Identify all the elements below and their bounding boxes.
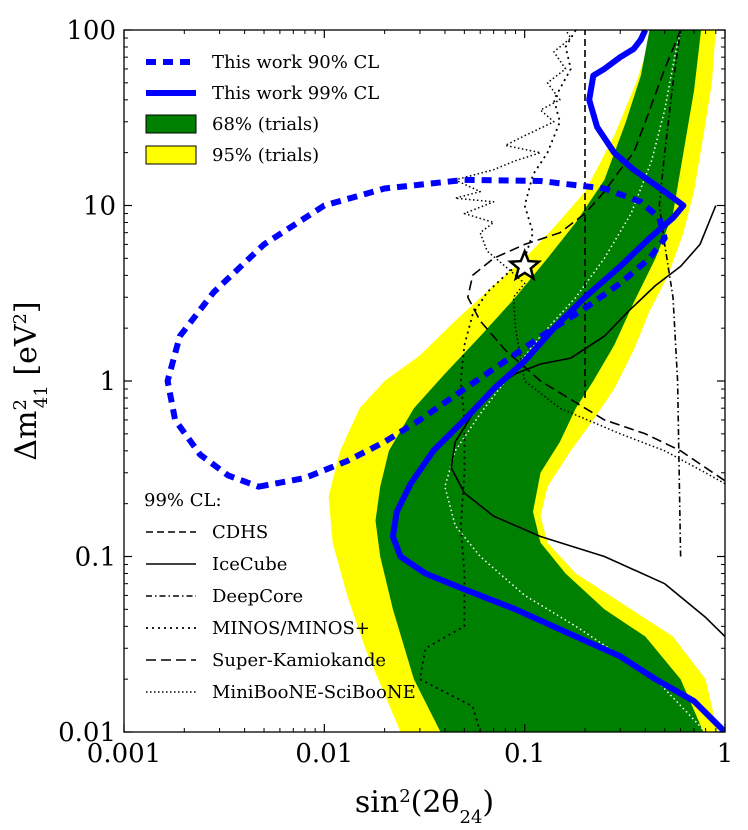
x-tick-label: 1 <box>717 739 734 769</box>
legend-label: CDHS <box>212 522 268 543</box>
legend-swatch-68-trials <box>145 114 197 134</box>
line-miniboone-sciboone <box>454 30 725 485</box>
x-tick-label: 0.01 <box>295 739 353 769</box>
y-tick-label: 1 <box>99 367 116 397</box>
legend-label: MiniBooNE-SciBooNE <box>212 682 416 703</box>
legend-label: 68% (trials) <box>212 114 319 135</box>
legend-label: IceCube <box>212 554 287 575</box>
best-fit-layer <box>507 248 543 282</box>
line-median-trials <box>444 30 707 732</box>
legend-title: 99% CL: <box>144 490 222 511</box>
y-tick-label: 0.1 <box>75 543 116 573</box>
legend-label: This work 90% CL <box>212 52 379 73</box>
y-tick-label: 100 <box>66 16 116 46</box>
legend-label: Super-Kamiokande <box>212 650 386 671</box>
legend-label: 95% (trials) <box>212 145 319 166</box>
other-experiments-legend: 99% CL: CDHS IceCube DeepCore MINOS/MINOS+ S… <box>144 490 416 703</box>
x-tick-label: 0.1 <box>504 739 545 769</box>
y-tick-label: 10 <box>83 192 116 222</box>
confidence-bands <box>328 30 718 732</box>
line-deepcore <box>658 30 682 557</box>
y-tick-label: 0.01 <box>58 718 116 748</box>
legend: This work 90% CL This work 99% CL 68% (tri… <box>145 52 379 166</box>
x-axis-title: sin2(2θ24) <box>355 785 494 828</box>
legend-label: This work 99% CL <box>212 83 379 104</box>
legend-label: DeepCore <box>212 586 303 607</box>
line-this-work-99-cl <box>389 30 725 732</box>
line-this-work-90-cl <box>164 176 668 490</box>
contour-lines <box>164 30 725 732</box>
line-super-kamiokande <box>467 30 725 482</box>
legend-swatch-95-trials <box>145 145 197 165</box>
line-minos-minos <box>419 30 577 732</box>
best-fit-star <box>507 248 543 282</box>
x-tick-label: 0.001 <box>87 739 161 769</box>
y-axis-title: Δm241 [eV2] <box>9 301 52 460</box>
legend-label: MINOS/MINOS+ <box>212 618 370 639</box>
